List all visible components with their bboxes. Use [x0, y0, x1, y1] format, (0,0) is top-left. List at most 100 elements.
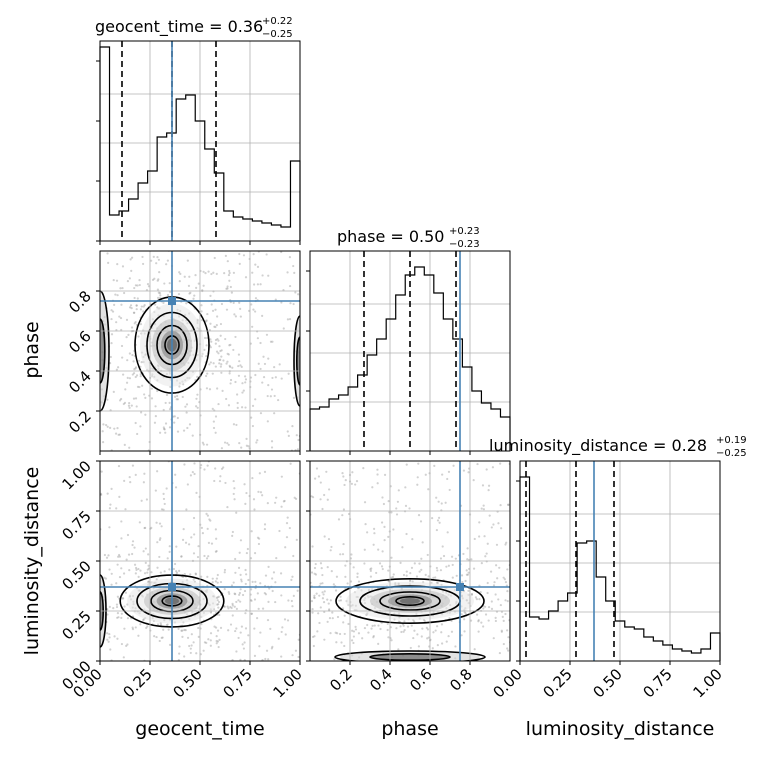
sample-point: [261, 381, 264, 384]
sample-point: [478, 598, 481, 601]
sample-point: [376, 468, 379, 471]
sample-point: [187, 543, 191, 546]
sample-point: [215, 324, 218, 327]
sample-point: [251, 424, 255, 428]
sample-point: [482, 508, 485, 511]
sample-point: [213, 224, 215, 226]
sample-point: [289, 462, 292, 465]
sample-point: [129, 258, 132, 261]
sample-point: [283, 499, 286, 503]
sample-point: [136, 385, 140, 388]
sample-point: [233, 605, 236, 608]
sample-point: [141, 262, 145, 266]
sample-point: [144, 396, 147, 399]
sample-point: [211, 309, 215, 312]
sample-point: [319, 562, 323, 565]
sample-point: [251, 580, 254, 584]
sample-point: [280, 505, 283, 508]
sample-point: [205, 319, 208, 322]
sample-point: [505, 541, 508, 544]
sample-point: [142, 619, 145, 622]
sample-point: [229, 378, 233, 382]
sample-point: [122, 597, 125, 600]
sample-point: [244, 612, 247, 615]
sample-point: [144, 526, 147, 529]
sample-point: [329, 599, 332, 602]
sample-point: [362, 662, 364, 664]
sample-point: [465, 573, 469, 576]
sample-point: [395, 507, 398, 510]
sample-point: [294, 291, 297, 294]
sample-point: [332, 583, 335, 586]
sample-point: [489, 570, 493, 573]
sample-point: [185, 508, 188, 511]
sample-point: [231, 534, 234, 537]
sample-point: [301, 588, 303, 590]
sample-point: [232, 492, 235, 496]
sample-point: [483, 535, 486, 538]
sample-point: [273, 366, 276, 369]
sample-point: [226, 466, 228, 468]
sample-point: [370, 567, 373, 570]
sample-point: [400, 630, 403, 634]
sample-point: [306, 602, 308, 604]
sample-point: [162, 301, 165, 304]
sample-point: [480, 621, 483, 624]
sample-point: [273, 642, 275, 644]
sample-point: [427, 575, 430, 578]
sample-point: [131, 464, 135, 467]
xlabel-phase: phase: [381, 718, 438, 740]
sample-point: [395, 513, 399, 516]
sample-point: [209, 519, 212, 522]
sample-point: [236, 401, 239, 405]
sample-point: [442, 554, 446, 558]
sample-point: [256, 283, 259, 286]
sample-point: [216, 315, 219, 318]
sample-point: [126, 244, 128, 246]
sample-point: [108, 632, 111, 636]
sample-point: [316, 630, 319, 633]
sample-point: [193, 472, 196, 476]
sample-point: [219, 475, 222, 478]
sample-point: [287, 599, 290, 602]
sample-point: [254, 263, 257, 266]
sample-point: [160, 508, 164, 511]
sample-point: [390, 511, 393, 514]
sample-point: [296, 448, 299, 451]
sample-point: [294, 649, 298, 652]
sample-point: [271, 589, 274, 593]
sample-point: [216, 599, 219, 602]
sample-point: [334, 631, 337, 634]
sample-point: [185, 411, 188, 414]
sample-point: [134, 421, 137, 425]
sample-point: [397, 489, 400, 492]
sample-point: [357, 632, 361, 635]
sample-point: [370, 627, 373, 630]
sample-point: [206, 527, 209, 530]
sample-point: [259, 341, 262, 345]
sample-point: [131, 628, 135, 631]
sample-point: [128, 476, 131, 479]
sample-point: [256, 470, 258, 472]
sample-point: [350, 639, 354, 642]
sample-point: [274, 600, 277, 604]
sample-point: [184, 629, 187, 632]
sample-point: [183, 573, 186, 576]
sample-point: [495, 564, 498, 567]
sample-point: [160, 636, 163, 639]
sample-point: [133, 322, 136, 325]
sample-point: [536, 623, 538, 625]
sample-point: [499, 462, 502, 465]
sample-point: [127, 333, 130, 336]
sample-point: [113, 303, 116, 306]
sample-point: [176, 398, 180, 401]
sample-point: [235, 627, 238, 630]
sample-point: [416, 633, 419, 636]
panel-frame: [309, 460, 511, 662]
sample-point: [205, 320, 208, 323]
sample-point: [310, 495, 313, 498]
sample-point: [346, 582, 349, 585]
sample-point: [126, 280, 130, 283]
sample-point: [259, 283, 262, 286]
sample-point: [216, 387, 219, 390]
